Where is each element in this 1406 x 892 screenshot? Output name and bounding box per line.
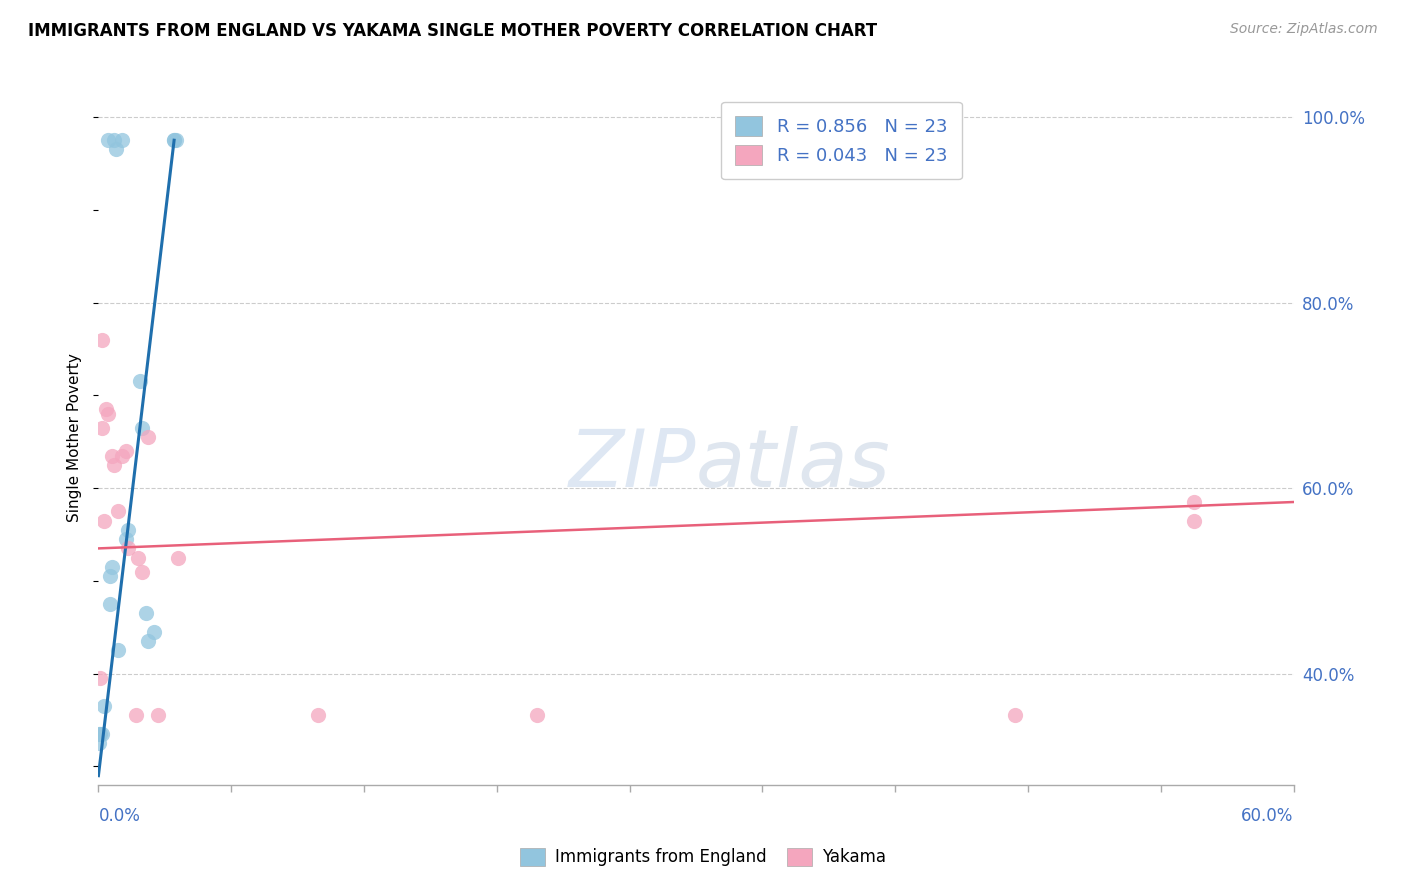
- Point: [107, 643, 129, 657]
- Point: [131, 565, 153, 579]
- Text: IMMIGRANTS FROM ENGLAND VS YAKAMA SINGLE MOTHER POVERTY CORRELATION CHART: IMMIGRANTS FROM ENGLAND VS YAKAMA SINGLE…: [28, 22, 877, 40]
- Point: [89, 736, 111, 750]
- Point: [103, 458, 125, 472]
- Point: [115, 444, 138, 458]
- Point: [131, 421, 153, 435]
- Point: [103, 133, 125, 147]
- Point: [91, 727, 114, 741]
- Legend: R = 0.856   N = 23, R = 0.043   N = 23: R = 0.856 N = 23, R = 0.043 N = 23: [721, 102, 962, 179]
- Point: [97, 407, 120, 421]
- Point: [135, 607, 157, 621]
- Point: [165, 133, 187, 147]
- Point: [100, 569, 122, 583]
- Text: 0.0%: 0.0%: [98, 807, 141, 825]
- Point: [167, 550, 190, 565]
- Point: [111, 133, 134, 147]
- Point: [93, 699, 115, 714]
- Point: [89, 727, 111, 741]
- Text: atlas: atlas: [696, 425, 891, 504]
- Point: [89, 671, 111, 685]
- Point: [1004, 708, 1026, 723]
- Point: [101, 449, 124, 463]
- Point: [89, 727, 111, 741]
- Point: [105, 143, 128, 157]
- Point: [117, 541, 139, 556]
- Point: [1182, 514, 1205, 528]
- Point: [307, 708, 329, 723]
- Point: [125, 708, 148, 723]
- Point: [127, 550, 149, 565]
- Text: Source: ZipAtlas.com: Source: ZipAtlas.com: [1230, 22, 1378, 37]
- Y-axis label: Single Mother Poverty: Single Mother Poverty: [67, 352, 83, 522]
- Point: [129, 375, 152, 389]
- Point: [136, 634, 159, 648]
- Point: [91, 333, 114, 347]
- Point: [100, 597, 122, 611]
- Point: [115, 532, 138, 546]
- Point: [163, 133, 186, 147]
- Text: ZIP: ZIP: [568, 425, 696, 504]
- Point: [148, 708, 170, 723]
- Point: [91, 421, 114, 435]
- Point: [1182, 495, 1205, 509]
- Point: [101, 560, 124, 574]
- Point: [143, 624, 166, 639]
- Point: [93, 514, 115, 528]
- Point: [96, 402, 118, 417]
- Point: [136, 430, 159, 444]
- Text: 60.0%: 60.0%: [1241, 807, 1294, 825]
- Point: [111, 449, 134, 463]
- Point: [107, 504, 129, 518]
- Point: [117, 523, 139, 537]
- Point: [526, 708, 548, 723]
- Legend: Immigrants from England, Yakama: Immigrants from England, Yakama: [512, 839, 894, 875]
- Point: [163, 133, 186, 147]
- Point: [97, 133, 120, 147]
